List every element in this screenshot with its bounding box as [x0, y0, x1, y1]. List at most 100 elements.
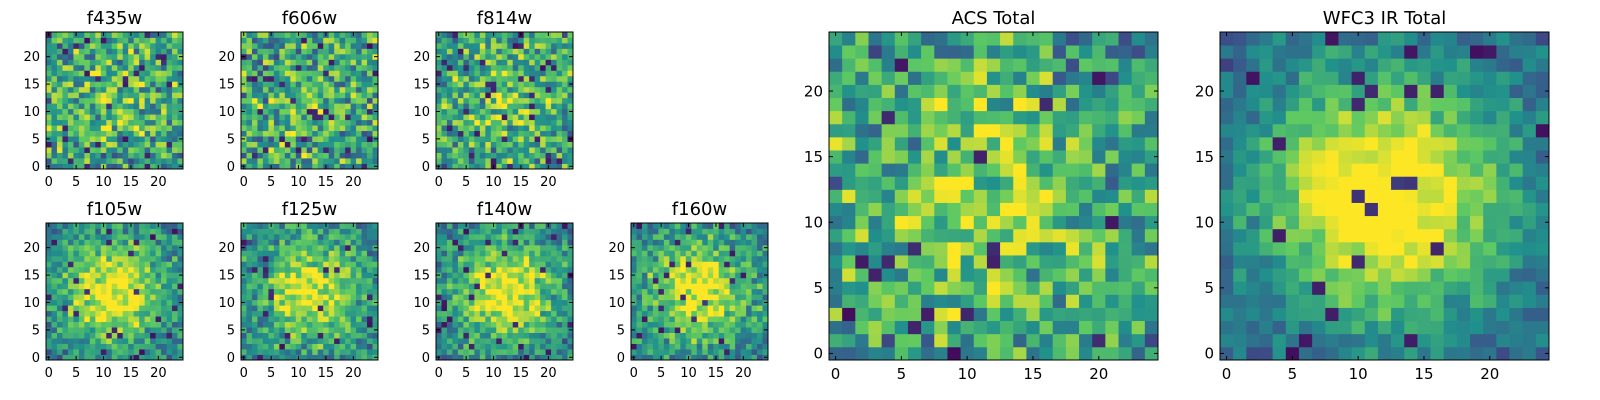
heatmap-cell	[323, 114, 330, 121]
heatmap-cell	[155, 53, 162, 60]
heatmap-cell	[273, 119, 280, 126]
heatmap-cell	[73, 327, 80, 333]
heatmap-cell	[177, 119, 184, 126]
heatmap-cell	[1105, 333, 1119, 348]
heatmap-cell	[669, 277, 676, 284]
heatmap-cell	[540, 158, 546, 164]
heatmap-cell	[328, 332, 335, 339]
heatmap-cell	[463, 349, 470, 355]
heatmap-cell	[106, 141, 113, 148]
heatmap-cell	[312, 332, 319, 339]
heatmap-cell	[372, 283, 379, 290]
heatmap-cell	[100, 299, 107, 306]
heatmap-cell	[367, 152, 373, 159]
heatmap-cell	[133, 288, 140, 295]
heatmap-cell	[161, 86, 167, 93]
heatmap-cell	[139, 103, 146, 110]
heatmap-cell	[100, 310, 107, 317]
heatmap-cell	[479, 152, 486, 159]
x-tick-label: 5	[657, 366, 665, 381]
heatmap-cell	[328, 349, 335, 355]
heatmap-cell	[496, 147, 503, 153]
heatmap-cell	[658, 272, 665, 279]
heatmap-cell	[290, 255, 297, 262]
heatmap-cell	[507, 42, 514, 49]
heatmap-cell	[663, 327, 670, 333]
heatmap-cell	[345, 141, 351, 148]
y-tick-label: 15	[413, 78, 430, 93]
heatmap-cell	[1013, 202, 1027, 217]
heatmap-cell	[674, 228, 681, 235]
heatmap-cell	[106, 81, 113, 88]
heatmap-cell	[356, 272, 362, 279]
heatmap-cell	[740, 338, 747, 344]
x-tick-label: 0	[630, 366, 638, 381]
heatmap-cell	[702, 277, 709, 284]
heatmap-cell	[921, 346, 935, 361]
heatmap-cell	[273, 244, 280, 251]
heatmap-cell	[680, 250, 687, 257]
heatmap-cell	[647, 343, 654, 350]
heatmap-cell	[273, 37, 280, 44]
heatmap-cell	[1092, 228, 1106, 243]
heatmap-cell	[702, 272, 709, 279]
heatmap-cell	[485, 152, 492, 159]
heatmap-cell	[306, 92, 313, 99]
heatmap-cell	[685, 239, 692, 246]
heatmap-cell	[78, 114, 85, 121]
heatmap-cell	[1026, 189, 1040, 203]
heatmap-cell	[84, 277, 91, 284]
heatmap-cell	[485, 244, 492, 251]
heatmap-cell	[323, 283, 330, 290]
heatmap-cell	[545, 321, 552, 328]
heatmap-cell	[306, 283, 313, 290]
heatmap-cell	[268, 92, 275, 99]
y-tick-label: 0	[422, 351, 430, 366]
heatmap-cell	[51, 158, 58, 164]
heatmap-cell	[523, 321, 530, 328]
heatmap-cell	[485, 283, 492, 290]
y-tick-label: 10	[413, 105, 430, 120]
heatmap-cell	[73, 288, 80, 295]
heatmap-cell	[729, 288, 736, 295]
heatmap-cell	[73, 239, 80, 246]
heatmap-cell	[273, 92, 280, 99]
heatmap-cell	[669, 223, 676, 229]
heatmap-cell	[273, 103, 280, 110]
heatmap-cell	[1013, 281, 1027, 295]
heatmap-cell	[707, 272, 714, 279]
heatmap-cell	[128, 349, 135, 355]
heatmap-cell	[446, 70, 453, 77]
heatmap-cell	[312, 255, 319, 262]
heatmap-cell	[441, 299, 448, 306]
heatmap-cell	[89, 32, 96, 38]
heatmap-cell	[284, 42, 291, 49]
heatmap-cell	[56, 316, 63, 323]
heatmap-cell	[545, 119, 552, 126]
heatmap-cell	[306, 86, 313, 93]
heatmap-cell	[78, 81, 85, 88]
heatmap-cell	[647, 305, 654, 312]
heatmap-cell	[150, 92, 156, 99]
heatmap-cell	[150, 255, 156, 262]
heatmap-cell	[166, 338, 173, 344]
heatmap-cell	[436, 349, 442, 355]
heatmap-cell	[485, 97, 492, 104]
heatmap-cell	[713, 239, 720, 246]
axes-frame	[45, 31, 184, 170]
heatmap-cell	[356, 316, 362, 323]
heatmap-cell	[345, 114, 351, 121]
heatmap-cell	[279, 163, 286, 170]
y-tick-label: 20	[218, 50, 235, 65]
heatmap-cell	[881, 163, 896, 177]
heatmap-cell	[306, 158, 313, 164]
heatmap-cell	[161, 250, 167, 257]
heatmap-cell	[350, 152, 357, 159]
heatmap-cell	[1144, 163, 1159, 177]
heatmap-cell	[479, 81, 486, 88]
heatmap-cell	[172, 119, 178, 126]
heatmap-cell	[1144, 333, 1159, 348]
heatmap-cell	[855, 255, 869, 269]
heatmap-cell	[507, 244, 514, 251]
